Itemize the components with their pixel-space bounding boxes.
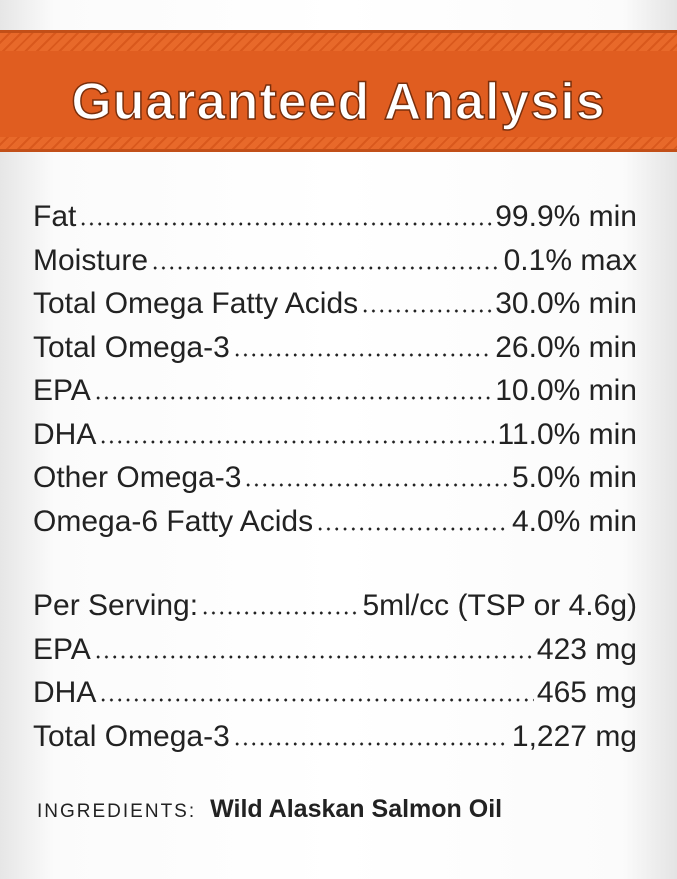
row: Per Serving: 5ml/cc (TSP or 4.6g) (33, 584, 637, 628)
row-label: EPA (33, 374, 91, 407)
row-label: Moisture (33, 243, 149, 277)
row-label: Total Omega Fatty Acids (33, 287, 359, 320)
row-label: EPA (33, 632, 91, 666)
analysis-list: Fat 99.9% min Moisture 0.1% max Total Omega … (33, 195, 637, 543)
dot-leader (232, 352, 493, 357)
dot-leader (93, 396, 493, 400)
row-value: 5.0% min (511, 461, 637, 494)
serving-list: Per Serving: 5ml/cc (TSP or 4.6g) EPA 423 m… (33, 584, 637, 758)
row-value: 4.0% min (511, 504, 637, 538)
row: Fat 99.9% min (33, 195, 637, 239)
row: Total Omega-3 26.0% min (33, 326, 637, 370)
row-label: Fat (33, 200, 77, 233)
row-value: 423 mg (536, 632, 637, 666)
row-value: 99.9% min (495, 200, 637, 233)
dot-leader (232, 741, 509, 746)
row-label: Total Omega-3 (33, 330, 230, 364)
row: Total Omega-3 1,227 mg (33, 715, 637, 759)
row-label: DHA (33, 417, 97, 451)
row-value: 11.0% min (497, 417, 637, 451)
dot-leader (361, 309, 493, 313)
row: Total Omega Fatty Acids 30.0% min (33, 282, 637, 326)
ingredients: INGREDIENTS: Wild Alaskan Salmon Oil (37, 795, 502, 824)
row-label: Per Serving: (33, 589, 199, 622)
row: DHA 11.0% min (33, 413, 637, 457)
row: EPA 10.0% min (33, 369, 637, 413)
ingredients-label: INGREDIENTS: (37, 801, 197, 822)
row-label: Total Omega-3 (33, 719, 230, 753)
row: Omega-6 Fatty Acids 4.0% min (33, 500, 637, 544)
ingredients-value: Wild Alaskan Salmon Oil (210, 795, 503, 823)
title-band (0, 30, 677, 152)
dot-leader (244, 483, 509, 487)
row-value: 465 mg (536, 676, 637, 709)
row-value: 26.0% min (495, 330, 637, 364)
dot-leader (201, 611, 360, 615)
row: EPA 423 mg (33, 628, 637, 672)
row-label: DHA (33, 676, 97, 709)
row-value: 10.0% min (495, 374, 637, 407)
dot-leader (99, 698, 534, 702)
dot-leader (79, 222, 493, 226)
row-label: Other Omega-3 (33, 461, 242, 494)
row: Other Omega-3 5.0% min (33, 456, 637, 500)
dot-leader (316, 526, 509, 531)
row-value: 1,227 mg (511, 719, 637, 753)
row-label: Omega-6 Fatty Acids (33, 504, 314, 538)
row-value: 30.0% min (495, 287, 637, 320)
row: DHA 465 mg (33, 671, 637, 715)
row: Moisture 0.1% max (33, 239, 637, 283)
row-value: 5ml/cc (TSP or 4.6g) (362, 589, 637, 622)
title: Guaranteed Analysis (71, 72, 606, 132)
dot-leader (99, 439, 495, 444)
dot-leader (151, 265, 501, 270)
dot-leader (93, 654, 534, 659)
row-value: 0.1% max (503, 243, 637, 277)
